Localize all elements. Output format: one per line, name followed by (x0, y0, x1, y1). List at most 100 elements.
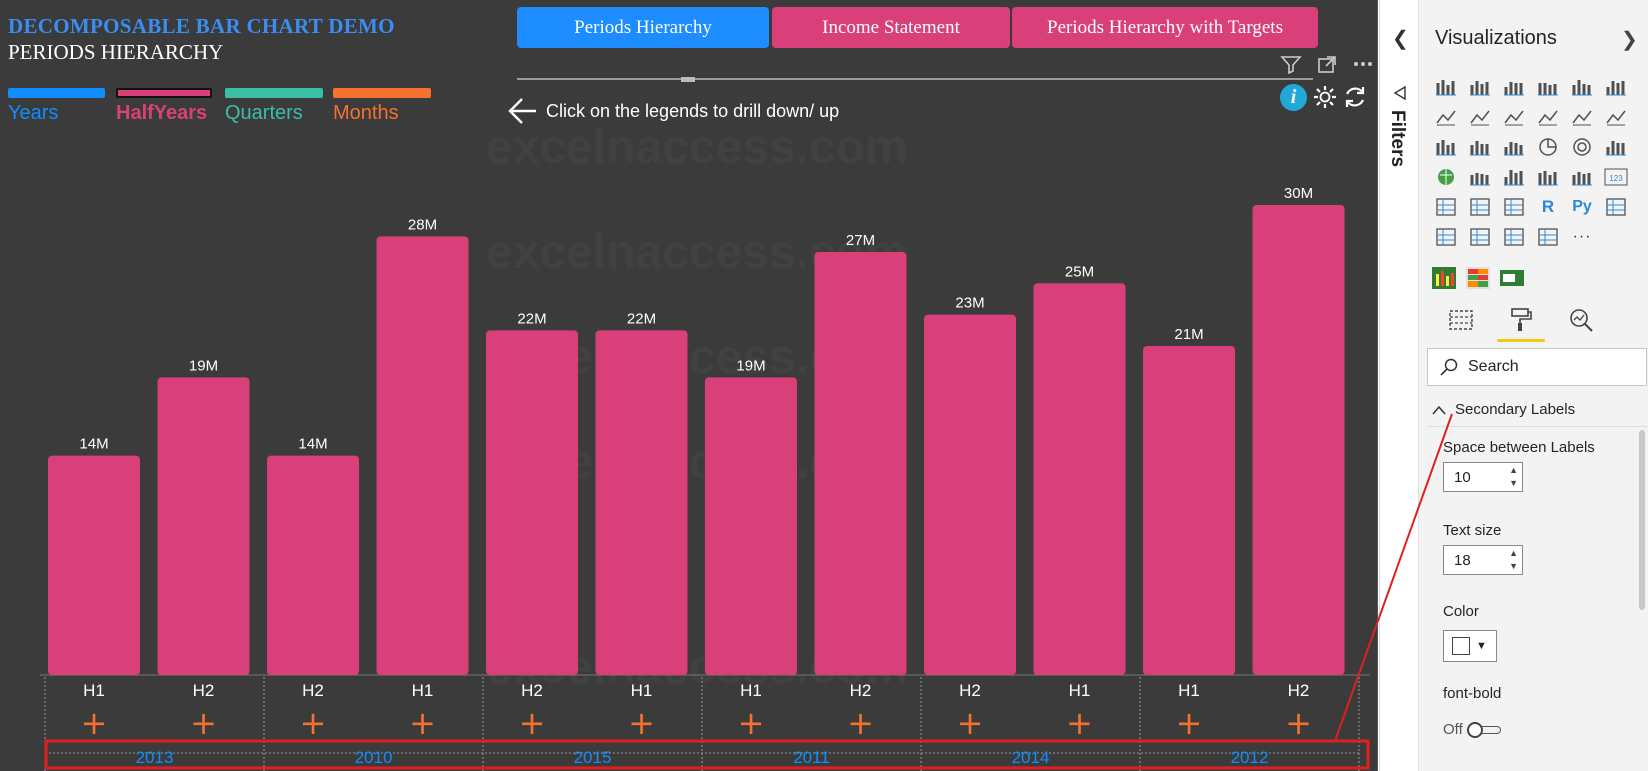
python-visual-icon[interactable]: Py (1572, 198, 1592, 215)
spinner-arrows[interactable]: ▲ ▼ (1509, 548, 1518, 571)
bar[interactable] (157, 377, 250, 675)
expand-plus-icon[interactable]: + (1285, 704, 1312, 742)
clustered-column-icon[interactable] (1531, 72, 1565, 102)
year-group-label[interactable]: 2013 (136, 748, 174, 767)
expand-plus-icon[interactable]: + (190, 704, 217, 742)
expand-plus-icon[interactable]: + (1066, 704, 1093, 742)
year-group-label[interactable]: 2010 (355, 748, 393, 767)
r-visual-icon[interactable]: R (1541, 197, 1555, 216)
expand-plus-icon[interactable]: + (628, 704, 655, 742)
pane-scrollbar[interactable] (1639, 430, 1645, 610)
expand-plus-icon[interactable]: + (738, 704, 765, 742)
refresh-icon[interactable] (1342, 84, 1368, 110)
donut-chart-icon[interactable] (1565, 132, 1599, 162)
chevron-left-icon[interactable]: ❮ (1392, 28, 1409, 50)
legend-years[interactable]: Years (8, 88, 105, 128)
expand-plus-icon[interactable]: + (81, 704, 108, 742)
space-between-labels-input[interactable]: 10 ▲ ▼ (1443, 462, 1523, 492)
font-bold-toggle[interactable]: Off (1443, 721, 1501, 738)
expand-plus-icon[interactable]: + (847, 704, 874, 742)
analytics-magnifier-icon[interactable] (1561, 302, 1601, 338)
more-visuals-icon[interactable]: ··· (1572, 228, 1592, 245)
settings-gear-icon[interactable] (1312, 84, 1338, 110)
bar[interactable] (1143, 346, 1235, 675)
filter-icon[interactable] (1280, 54, 1302, 74)
pie-chart-icon[interactable] (1531, 132, 1565, 162)
treemap-icon[interactable] (1599, 132, 1633, 162)
slicer-icon[interactable] (1429, 192, 1463, 222)
custom-visual-progress-icon[interactable] (1497, 264, 1527, 292)
bar[interactable] (924, 314, 1016, 675)
chevron-right-icon[interactable]: ❯ (1621, 29, 1638, 51)
stacked-bar-icon[interactable] (1429, 72, 1463, 102)
gauge-icon[interactable] (1497, 162, 1531, 192)
focus-mode-icon[interactable] (1316, 54, 1338, 74)
qa-icon[interactable] (1463, 222, 1497, 252)
kpi-icon[interactable]: 123 (1599, 162, 1633, 192)
format-paint-roller-icon[interactable] (1497, 302, 1545, 342)
legend-quarters[interactable]: Quarters (225, 88, 323, 128)
ribbon-chart-icon[interactable] (1599, 102, 1633, 132)
scatter-icon[interactable] (1497, 132, 1531, 162)
bar[interactable] (1033, 283, 1126, 675)
bar[interactable] (595, 330, 688, 675)
color-picker-button[interactable]: ▼ (1443, 630, 1497, 662)
legend-months[interactable]: Months (333, 88, 431, 128)
year-group-label[interactable]: 2012 (1231, 748, 1269, 767)
key-influencers-icon[interactable] (1599, 192, 1633, 222)
spinner-arrows[interactable]: ▲ ▼ (1509, 465, 1518, 488)
stacked-column-icon[interactable] (1463, 72, 1497, 102)
secondary-labels-section[interactable]: Secondary Labels (1427, 393, 1647, 427)
bar[interactable] (1252, 205, 1345, 675)
expand-plus-icon[interactable]: + (957, 704, 984, 742)
toggle-track[interactable] (1466, 721, 1501, 738)
more-options-icon[interactable] (1352, 54, 1374, 74)
info-icon[interactable]: i (1280, 84, 1307, 111)
matrix-icon[interactable] (1497, 192, 1531, 222)
decomposition-tree-icon[interactable] (1429, 222, 1463, 252)
periods-targets-button[interactable]: Periods Hierarchy with Targets (1012, 7, 1318, 48)
resize-handle[interactable] (681, 77, 695, 82)
table-icon[interactable] (1463, 192, 1497, 222)
map-icon[interactable] (1429, 162, 1463, 192)
bar[interactable] (486, 330, 578, 675)
toggle-knob[interactable] (1466, 721, 1483, 738)
stacked-area-icon[interactable] (1497, 102, 1531, 132)
year-group-label[interactable]: 2014 (1012, 748, 1050, 767)
line-stacked-column-icon[interactable] (1565, 102, 1599, 132)
format-search-input[interactable]: Search (1427, 348, 1647, 386)
card-icon[interactable] (1531, 162, 1565, 192)
waterfall-icon[interactable] (1429, 132, 1463, 162)
line-chart-icon[interactable] (1429, 102, 1463, 132)
bar[interactable] (814, 252, 907, 675)
expand-plus-icon[interactable]: + (1176, 704, 1203, 742)
funnel-icon[interactable] (1463, 132, 1497, 162)
filters-label[interactable]: Filters (1387, 110, 1408, 168)
bar[interactable] (267, 455, 359, 675)
clustered-bar-icon[interactable] (1497, 72, 1531, 102)
100-stacked-column-icon[interactable] (1599, 72, 1633, 102)
fields-tab-icon[interactable] (1441, 302, 1481, 338)
line-clustered-column-icon[interactable] (1531, 102, 1565, 132)
bar[interactable] (705, 377, 797, 675)
income-statement-button[interactable]: Income Statement (772, 7, 1010, 48)
legend-halfyears[interactable]: HalfYears (116, 88, 212, 128)
filled-map-icon[interactable] (1463, 162, 1497, 192)
expand-plus-icon[interactable]: + (409, 704, 436, 742)
expand-plus-icon[interactable]: + (300, 704, 327, 742)
expand-plus-icon[interactable]: + (519, 704, 546, 742)
year-group-label[interactable]: 2011 (793, 748, 830, 767)
custom-visual-decomposable-bar-icon[interactable] (1429, 264, 1459, 292)
paginated-report-icon[interactable] (1531, 222, 1565, 252)
filters-pane-collapsed[interactable]: ❮ Filters (1379, 0, 1418, 771)
bar[interactable] (48, 455, 140, 675)
area-chart-icon[interactable] (1463, 102, 1497, 132)
100-stacked-bar-icon[interactable] (1565, 72, 1599, 102)
year-group-label[interactable]: 2015 (574, 748, 612, 767)
text-size-input[interactable]: 18 ▲ ▼ (1443, 545, 1523, 575)
custom-visual-heatmap-icon[interactable] (1463, 264, 1493, 292)
multi-row-card-icon[interactable] (1565, 162, 1599, 192)
smart-narrative-icon[interactable] (1497, 222, 1531, 252)
bar[interactable] (376, 236, 469, 676)
periods-hierarchy-button[interactable]: Periods Hierarchy (517, 7, 769, 48)
